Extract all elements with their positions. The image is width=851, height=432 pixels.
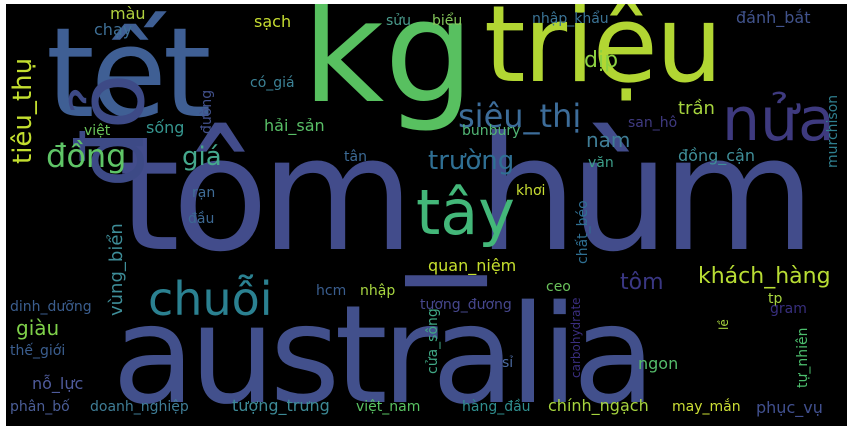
word-dong-can: đồng_cận (678, 146, 755, 165)
word-danh-bat: đánh_bắt (736, 8, 811, 27)
word-gia: giá (182, 142, 222, 172)
word-mau: màu (110, 4, 146, 23)
word-bieu: biểu (432, 13, 463, 29)
word-hai-san: hải_sản (264, 116, 325, 135)
word-ran: rạn (192, 185, 216, 201)
word-cua-song: cửa_sông (425, 308, 441, 374)
word-tet: tết (46, 4, 212, 146)
word-khach-hang: khách_hàng (698, 264, 831, 289)
word-tp: tp (768, 291, 783, 307)
word-cloud: tôm_hùm kg triệu tết australia đỏ tây nử… (6, 4, 847, 426)
word-doanh-nghiep: doanh_nghiệp (90, 399, 189, 415)
word-tuong-trung: tượng_trưng (232, 396, 330, 415)
word-khoi: khơi (516, 183, 546, 199)
word-truong: trường (428, 146, 515, 176)
word-dip: dịp (584, 48, 619, 73)
word-tuong-duong: tương_đương (420, 297, 512, 313)
word-ngon: ngon (638, 354, 679, 373)
word-gram: gram (770, 301, 807, 317)
word-tom-hum: tôm_hùm (118, 103, 816, 287)
word-tran: trần (678, 98, 715, 119)
word-phan-bo: phân_bố (10, 399, 70, 415)
word-trieu: triệu (484, 4, 723, 106)
word-tay: tây (416, 176, 515, 249)
word-viet: việt (84, 123, 111, 139)
word-nhap: nhập (360, 283, 396, 299)
word-hcm: hcm (316, 283, 347, 299)
word-bunbury: bunbury (462, 123, 521, 139)
word-suu: sửu (386, 13, 412, 29)
word-the-gioi: thế_giới (10, 343, 66, 359)
word-chinh-ngach: chính_ngạch (548, 396, 649, 415)
word-carbohydrate: carbohydrate (569, 297, 583, 378)
word-giau: giàu (16, 316, 60, 340)
word-dinh-duong: dinh_dưỡng (10, 299, 92, 315)
word-nhap-khau: nhập_khẩu (532, 11, 609, 27)
word-tu-nhien: tự_nhiên (795, 327, 811, 388)
word-van: văn (588, 155, 614, 171)
word-san-ho: san_hô (628, 115, 678, 131)
word-dong: đồng (46, 137, 127, 175)
word-australia: australia (112, 277, 656, 426)
word-quan-niem: quan_niệm (428, 256, 517, 275)
word-chat-beo: chất_béo (575, 200, 591, 264)
word-nua: nửa (722, 85, 835, 155)
word-ceo: ceo (546, 279, 571, 295)
word-kg: kg (302, 4, 475, 135)
word-si: sỉ (502, 355, 514, 371)
word-tom: tôm (620, 270, 664, 295)
word-no-luc: nỗ_lực (32, 374, 84, 393)
word-viet-nam: việt_nam (356, 399, 421, 415)
word-tieu-thu: tiêu_thụ (8, 57, 38, 164)
word-le: lề (717, 319, 731, 330)
word-may-man: may_mắn (672, 399, 741, 415)
word-sach: sạch (254, 12, 292, 31)
word-vung-bien: vùng_biển (106, 223, 127, 316)
word-co-gia: có_giá (250, 75, 295, 91)
word-song: sống (146, 118, 185, 137)
word-duong: đường (199, 89, 215, 134)
word-chay: chạy (94, 20, 133, 39)
word-nam: nam (586, 128, 631, 152)
word-chuoi: chuỗi (148, 272, 273, 326)
word-hang-dau: hàng_đầu (462, 399, 531, 415)
word-phuc-vu: phục_vụ (756, 398, 823, 417)
word-sieu-thi: siêu_thị (458, 97, 582, 135)
word-dau: đầu (188, 211, 215, 227)
word-murchison: murchison (825, 94, 841, 168)
word-tan: tân (344, 149, 367, 165)
